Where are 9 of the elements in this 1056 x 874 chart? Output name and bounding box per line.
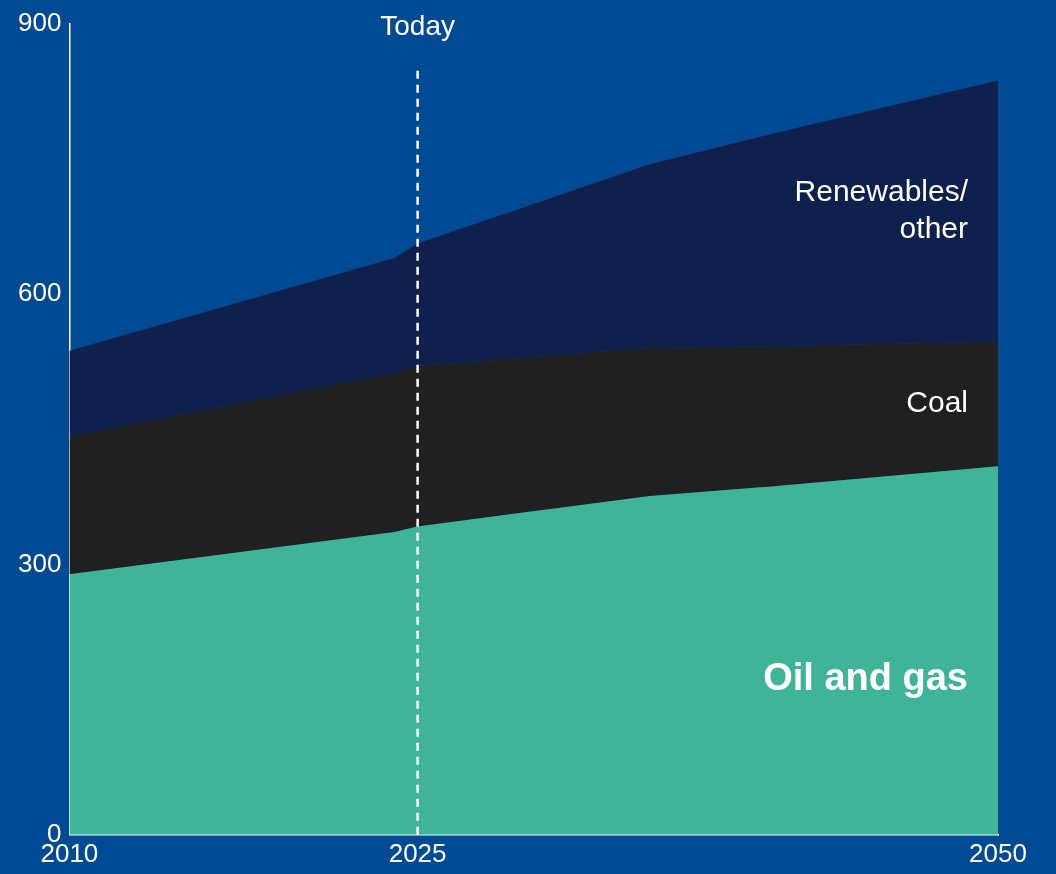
y-tick-label: 600 bbox=[17, 277, 62, 308]
y-tick-label: 900 bbox=[17, 6, 62, 37]
series-label: Renewables/ other bbox=[794, 173, 969, 245]
ref-line-label: Today bbox=[380, 10, 455, 42]
x-tick-label: 2025 bbox=[388, 837, 447, 868]
x-tick-label: 2050 bbox=[969, 837, 1027, 868]
series-label: Oil and gas bbox=[763, 656, 968, 699]
series-label: Coal bbox=[906, 385, 968, 419]
y-tick-label: 300 bbox=[17, 547, 62, 578]
